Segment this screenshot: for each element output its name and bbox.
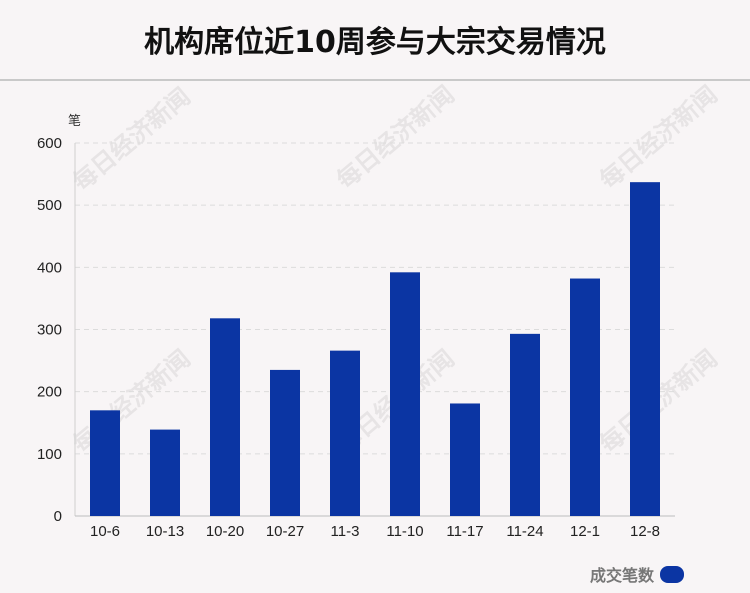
x-tick-label: 11-17 [446,523,483,540]
y-tick-label: 300 [37,322,62,339]
y-tick-label: 600 [37,135,62,152]
bar [150,429,180,516]
x-tick-label: 10-13 [146,523,184,540]
x-tick-label: 10-20 [206,523,244,540]
bar [90,410,120,516]
bar [450,403,480,516]
y-tick-label: 100 [37,446,62,463]
bar [210,318,240,516]
legend-label: 成交笔数 [589,566,654,585]
x-tick-label: 10-6 [90,523,120,540]
x-tick-label: 12-1 [570,523,600,540]
y-tick-label: 500 [37,197,62,214]
x-tick-label: 11-10 [386,523,423,540]
bar [510,333,540,516]
y-tick-label: 0 [54,508,62,525]
y-tick-label: 400 [37,259,62,276]
x-tick-label: 11-3 [331,523,360,540]
chart-title: 机构席位近10周参与大宗交易情况 [144,24,606,60]
x-tick-label: 12-8 [630,523,660,540]
x-tick-label: 10-27 [266,523,304,540]
bar [630,182,660,517]
x-tick-label: 11-24 [506,523,543,540]
bar [390,272,420,516]
legend-swatch [660,565,684,583]
bar [570,278,600,516]
legend: 成交笔数 [590,562,684,586]
y-axis-unit: 笔 [68,114,82,129]
y-tick-label: 200 [37,384,62,401]
bar [330,350,360,516]
chart-header: 机构席位近10周参与大宗交易情况 [0,0,750,81]
bar [270,369,300,516]
